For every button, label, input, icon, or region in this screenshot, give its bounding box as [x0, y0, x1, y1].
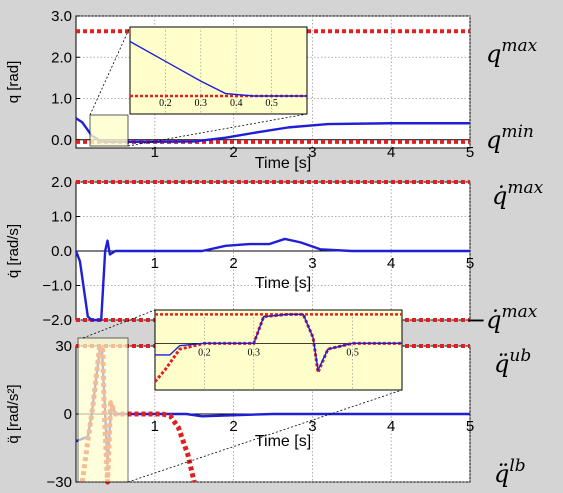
x-tick-label: 3 — [308, 255, 316, 272]
inset-acceleration: 0.2 0.3 0.5 — [77, 309, 403, 483]
x-tick-label: 5 — [466, 418, 474, 435]
inset-x-tick-label: 0.5 — [346, 347, 359, 358]
x-tick-label: 1 — [151, 418, 159, 435]
x-axis-label: Time [s] — [255, 155, 311, 172]
y-tick-label: 2.0 — [51, 49, 72, 66]
inset-x-tick-label: 0.2 — [198, 347, 211, 358]
zoom-box — [77, 337, 129, 483]
x-tick-label: 3 — [308, 144, 316, 161]
y-tick-label: 30 — [55, 338, 72, 355]
x-tick-label: 4 — [387, 144, 395, 161]
x-axis-label: Time [s] — [255, 433, 311, 450]
neg-qdot-max-label: −q̇max — [466, 302, 538, 334]
y-tick-label: 3.0 — [51, 8, 72, 25]
y-tick-label: 1.0 — [51, 91, 72, 108]
x-tick-label: 4 — [387, 255, 395, 272]
zoom-connector — [127, 389, 403, 483]
inset-position: 0.2 0.3 0.4 0.5 — [89, 26, 308, 147]
y-tick-label: 1.0 — [51, 209, 72, 226]
series-line-1 — [74, 237, 470, 322]
qddot-lb-label: q̈lb — [494, 456, 526, 488]
y-tick-label: 0 — [64, 406, 72, 423]
inset-x-tick-label: 0.5 — [265, 98, 278, 109]
x-axis-label: Time [s] — [255, 275, 311, 292]
zoom-connector — [89, 26, 131, 116]
y-tick-label: 2.0 — [51, 174, 72, 191]
y-tick-label: −2.0 — [42, 312, 72, 329]
zoom-box — [89, 114, 129, 147]
inset-plot-area — [129, 26, 308, 115]
x-tick-label: 2 — [229, 255, 237, 272]
y-tick-label: 0.0 — [51, 132, 72, 149]
y-axis-label: q [rad] — [5, 61, 22, 104]
x-tick-label: 5 — [466, 144, 474, 161]
inset-x-tick-label: 0.4 — [230, 98, 243, 109]
x-tick-label: 2 — [229, 418, 237, 435]
x-tick-label: 1 — [151, 144, 159, 161]
zoom-connector — [82, 309, 156, 339]
y-axis-label: q̈ [rad/s²] — [5, 384, 22, 443]
x-tick-label: 4 — [387, 418, 395, 435]
qdot-max-label: q̇max — [492, 178, 544, 210]
q-max-label: qmax — [486, 36, 538, 68]
x-tick-label: 2 — [229, 144, 237, 161]
inset-x-tick-label: 0.2 — [159, 98, 172, 109]
qddot-ub-label: q̈ub — [494, 346, 531, 378]
inset-series-blue — [155, 313, 402, 373]
inset-x-tick-label: 0.3 — [248, 347, 261, 358]
y-axis-label: q̇ [rad/s] — [5, 224, 22, 278]
x-tick-label: 3 — [308, 418, 316, 435]
inset-plot-area — [154, 309, 403, 391]
inset-series-line — [129, 40, 307, 97]
y-tick-label: −1.0 — [42, 278, 72, 295]
y-tick-label: −30 — [47, 474, 72, 491]
x-tick-label: 5 — [466, 255, 474, 272]
chart-panel-2: 2.0 1.0 0.0 −1.0 −2.0 1 2 3 4 5 Time [s] q̇ [rad/s] — [5, 174, 474, 329]
inset-x-tick-label: 0.3 — [195, 98, 208, 109]
y-tick-label: 0.0 — [51, 243, 72, 260]
x-tick-label: 1 — [151, 255, 159, 272]
q-min-label: qmin — [486, 122, 534, 154]
